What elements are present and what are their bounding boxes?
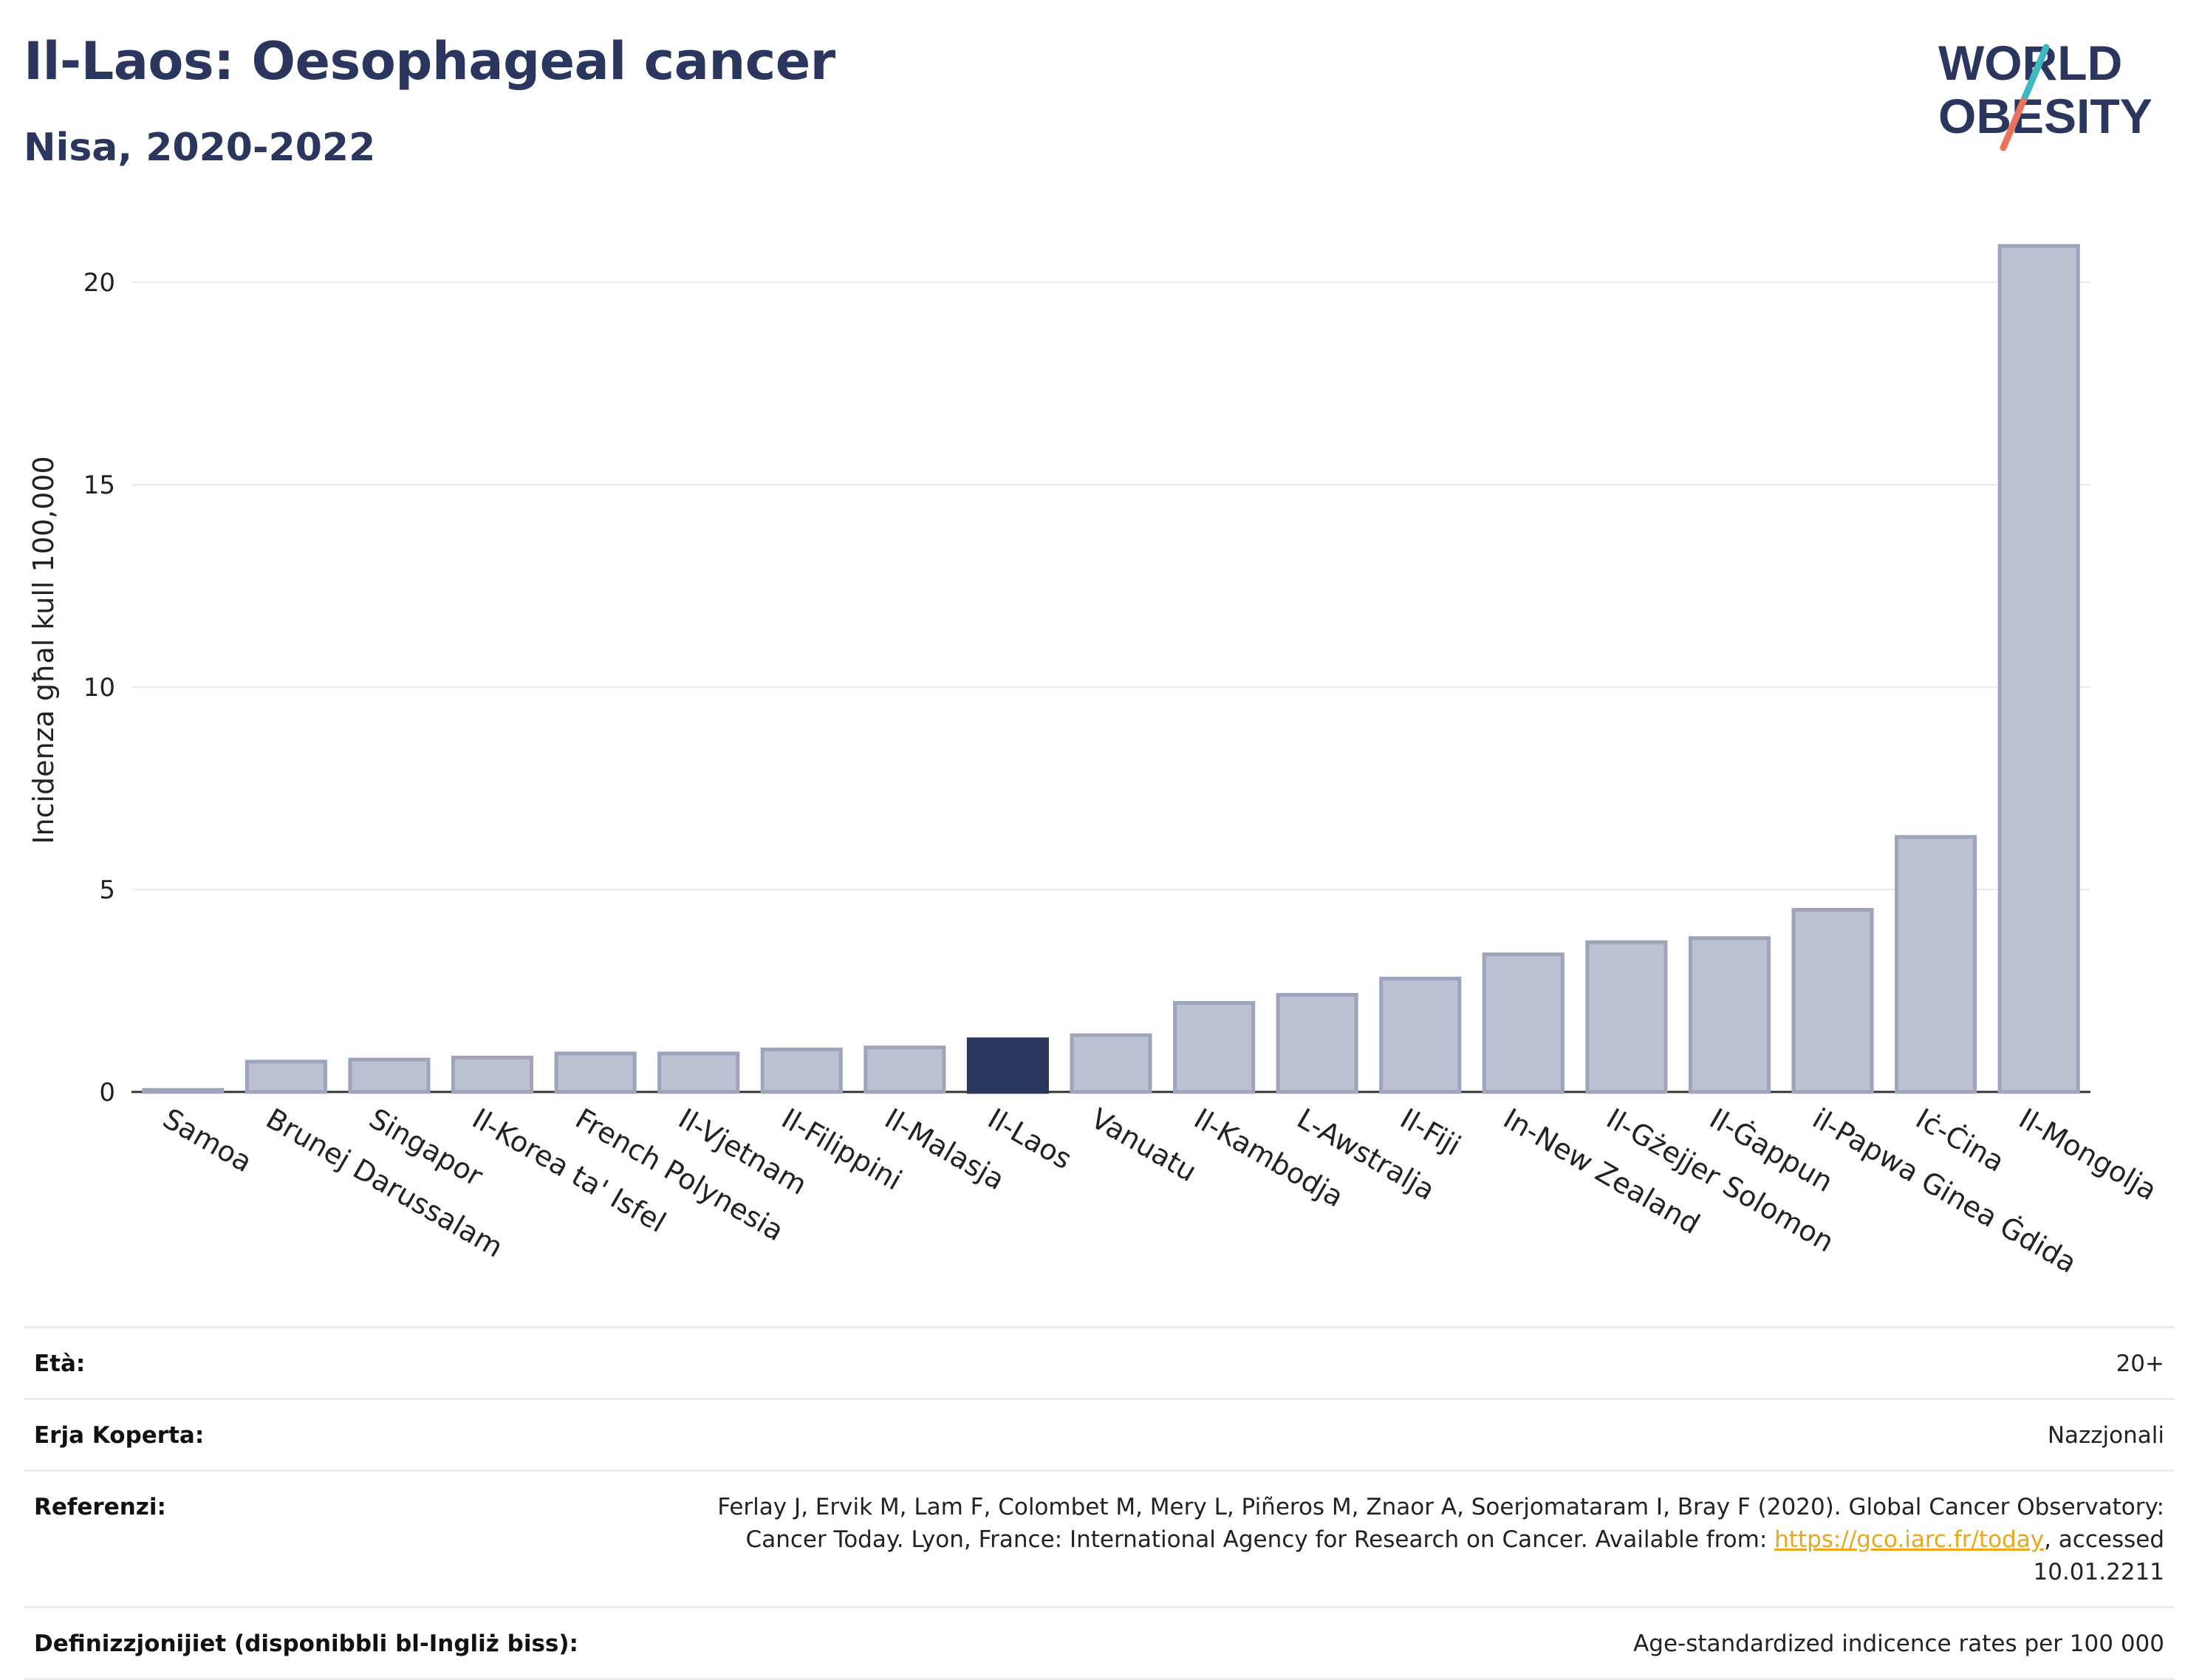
logo-line2: OBESITY: [1938, 89, 2152, 143]
info-row-area: Erja Koperta: Nazzjonali: [24, 1398, 2175, 1469]
bar-7: [864, 1045, 946, 1094]
reference-text: Ferlay J, Ervik M, Lam F, Colombet M, Me…: [717, 1494, 2164, 1553]
bar-16: [1791, 907, 1874, 1094]
info-row-references: Referenzi: Ferlay J, Ervik M, Lam F, Col…: [24, 1469, 2175, 1606]
bars: [142, 244, 2080, 1094]
bar-18: [1997, 244, 2080, 1094]
info-value: Nazzjonali: [2047, 1422, 2164, 1449]
x-tick-label: Samoa: [157, 1102, 257, 1179]
bar-10: [1173, 1000, 1256, 1094]
logo-slash-coral: [2000, 92, 2029, 151]
x-tick-label: Il-Fiji: [1395, 1102, 1466, 1162]
y-axis-label: Incidenza għal kull 100,000: [27, 456, 60, 844]
world-obesity-logo: WORLD OBESITY: [1938, 35, 2152, 151]
info-key: Definizzjonijiet (disponibbli bl-Ingliż …: [34, 1631, 578, 1657]
info-value: Age-standardized indicence rates per 100…: [1633, 1631, 2164, 1657]
bar-15: [1688, 936, 1771, 1094]
y-tick-label: 10: [83, 673, 115, 703]
bar-11: [1276, 993, 1358, 1094]
y-tick-label: 0: [99, 1078, 115, 1107]
x-tick-label: Vanuatu: [1086, 1102, 1203, 1188]
bar-14: [1585, 940, 1668, 1094]
info-key: Età:: [34, 1351, 86, 1377]
x-tick-label: Il-Mongolja: [2014, 1102, 2163, 1207]
logo-slash-teal: [2022, 44, 2050, 100]
info-key: Erja Koperta:: [34, 1422, 205, 1449]
reference-link[interactable]: https://gco.iarc.fr/today: [1774, 1526, 2045, 1553]
info-row-definitions: Definizzjonijiet (disponibbli bl-Ingliż …: [24, 1606, 2175, 1680]
bar-6: [760, 1047, 843, 1094]
info-value: 20+: [2116, 1351, 2164, 1377]
y-tick-label: 20: [83, 268, 115, 298]
bar-2: [348, 1057, 431, 1094]
reference-accessed: , accessed 10.01.2211: [2033, 1526, 2165, 1585]
bar-1: [245, 1059, 327, 1094]
bar-0: [142, 1087, 225, 1094]
info-table: Età: 20+ Erja Koperta: Nazzjonali Refere…: [24, 1326, 2175, 1680]
info-key: Referenzi:: [34, 1494, 166, 1520]
bar-8: [966, 1037, 1049, 1094]
bar-3: [451, 1055, 534, 1094]
y-tick-labels: 0 5 10 15 20: [83, 268, 115, 1107]
bar-4: [554, 1051, 637, 1094]
y-tick-label: 5: [99, 875, 115, 905]
bar-chart: 0 5 10 15 20 Samoa Brunej DarussalamSingaporI…: [27, 244, 2162, 1280]
chart-subtitle: Nisa, 2020-2022: [24, 126, 376, 170]
info-value: Ferlay J, Ervik M, Lam F, Colombet M, Me…: [650, 1491, 2164, 1588]
bar-5: [657, 1051, 740, 1094]
bar-13: [1482, 952, 1565, 1094]
bar-17: [1895, 835, 1977, 1094]
chart-title: Il-Laos: Oesophageal cancer: [24, 31, 835, 92]
y-tick-label: 15: [83, 471, 115, 500]
info-row-age: Età: 20+: [24, 1326, 2175, 1398]
bar-9: [1070, 1033, 1152, 1094]
bar-12: [1379, 977, 1462, 1094]
